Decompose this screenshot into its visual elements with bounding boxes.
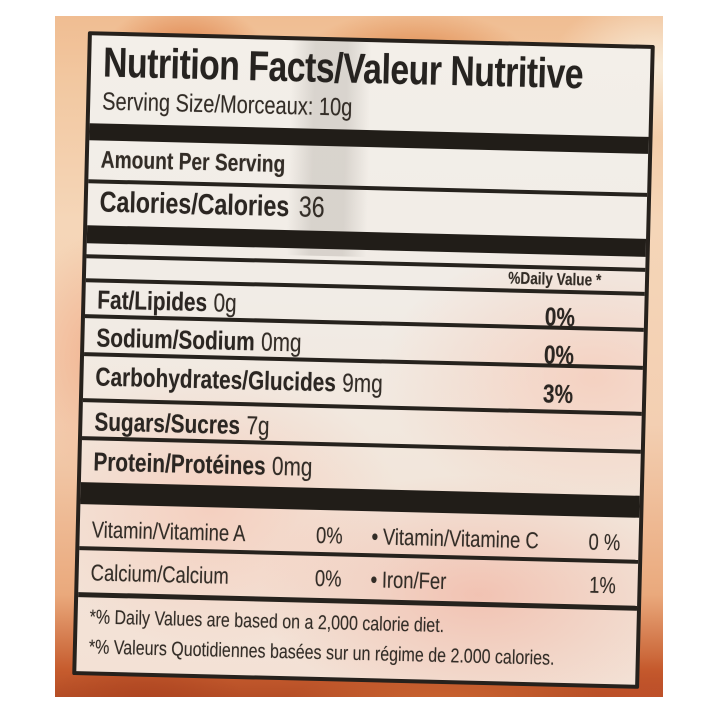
nutrient-amount: 0mg xyxy=(271,450,313,482)
micronutrient-name: Iron/Fer xyxy=(381,566,447,595)
bullet-separator: • xyxy=(370,566,378,593)
nutrient-name: Sugars/Sucres xyxy=(94,406,241,440)
nutrient-daily-value xyxy=(497,422,618,455)
nutrient-daily-value xyxy=(496,462,617,495)
nutrient-amount: 0mg xyxy=(260,326,302,358)
calories-value: 36 xyxy=(298,191,326,225)
nutrient-name: Sodium/Sodium xyxy=(96,322,256,357)
nutrient-amount: 0g xyxy=(213,287,238,318)
nutrition-facts-label: Nutrition Facts/Valeur Nutritive Serving… xyxy=(72,31,655,689)
micronutrient-value: 0% xyxy=(314,564,342,592)
micronutrient-name: Vitamin/Vitamine C xyxy=(382,523,540,554)
micronutrient-value: 0% xyxy=(315,521,343,549)
nutrient-amount: 9mg xyxy=(341,367,384,399)
micronutrient-value: 1% xyxy=(588,571,616,599)
calories-label: Calories/Calories xyxy=(99,186,290,224)
bullet-separator: • xyxy=(371,523,379,550)
micronutrient-name: Calcium/Calcium xyxy=(90,559,230,589)
nutrient-daily-value: 3% xyxy=(542,378,574,410)
micronutrient-value: 0 % xyxy=(588,528,621,556)
micronutrient-name: Vitamin/Vitamine A xyxy=(91,516,246,547)
nutrient-daily-value: 0% xyxy=(543,339,575,371)
nutrient-name: Protein/Protéines xyxy=(93,446,266,481)
nutrient-amount: 7g xyxy=(246,410,270,441)
nutrient-name: Fat/Lipides xyxy=(97,284,208,318)
nutrient-daily-value: 0% xyxy=(544,301,576,333)
nutrient-name: Carbohydrates/Glucides xyxy=(95,361,337,398)
